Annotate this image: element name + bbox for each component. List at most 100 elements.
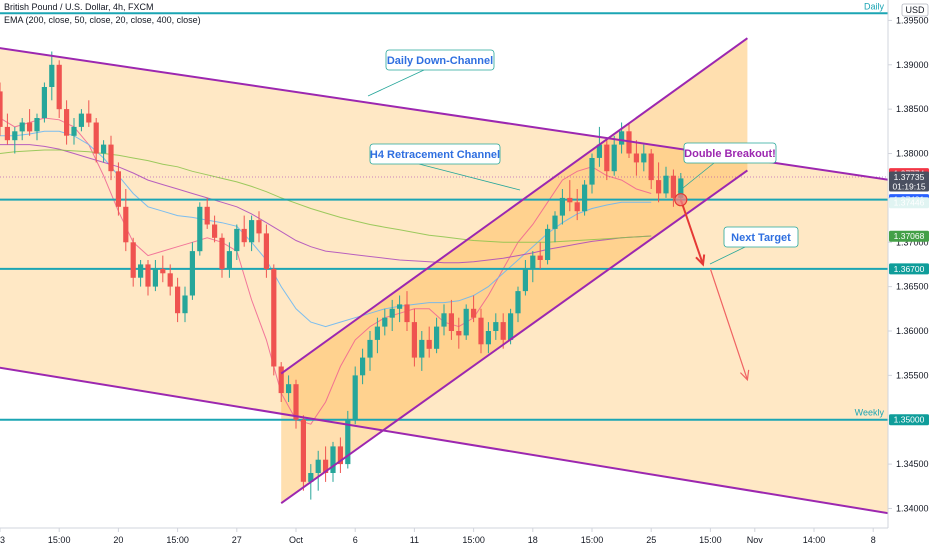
- candle: [212, 215, 218, 243]
- candle: [271, 264, 277, 376]
- candle-body: [596, 144, 602, 158]
- projection-arrows[interactable]: [674, 193, 750, 382]
- candle-body: [493, 322, 499, 331]
- candle-body: [485, 331, 491, 345]
- price-badge-1.37446[interactable]: 1.37446: [889, 197, 929, 209]
- candle: [656, 162, 662, 203]
- candle-body: [182, 295, 188, 314]
- candle-body: [360, 357, 366, 376]
- candle-body: [189, 251, 195, 296]
- candle: [515, 286, 521, 323]
- candle-body: [411, 322, 417, 358]
- price-badge-value: 1.36700: [894, 264, 925, 274]
- breakdown-arrow-head: [695, 254, 706, 267]
- candle-body: [574, 202, 580, 212]
- candle-body: [648, 153, 654, 181]
- indicator-legend[interactable]: EMA (200, close, 50, close, 20, close, 4…: [4, 15, 201, 25]
- price-tick-label: 1.35500: [896, 370, 929, 380]
- candle: [352, 366, 358, 425]
- candle-body: [626, 131, 632, 154]
- h4-channel-lower-line[interactable]: [280, 169, 748, 504]
- next-leg-arrow-head: [739, 369, 750, 382]
- time-tick-label: 18: [528, 535, 538, 545]
- time-tick-label: 14:00: [803, 535, 826, 545]
- candle-body: [64, 109, 70, 136]
- price-badge-bg: [889, 197, 929, 209]
- price-badge-1.36700[interactable]: 1.36700: [889, 263, 929, 275]
- candle-body: [19, 122, 25, 132]
- candle: [256, 211, 262, 243]
- candle: [138, 260, 144, 287]
- candle-body: [337, 446, 343, 465]
- annotations[interactable]: Daily Down-Channel H4 Retracement Channel…: [367, 49, 799, 265]
- candle: [101, 140, 107, 163]
- horizontal-levels[interactable]: Daily Weekly: [0, 1, 888, 421]
- candle-body: [101, 144, 107, 154]
- candle-body: [478, 317, 484, 345]
- symbol-title[interactable]: British Pound / U.S. Dollar, 4h, FXCM: [4, 2, 154, 12]
- price-badge-bg: [889, 171, 929, 192]
- candle-body: [263, 233, 269, 269]
- breakout-marker[interactable]: [674, 193, 688, 207]
- candle-body: [441, 313, 447, 327]
- callout-box: [369, 143, 501, 165]
- candle-body: [160, 268, 166, 274]
- time-tick-label: 15:00: [462, 535, 485, 545]
- callout-next-target[interactable]: Next Target: [709, 226, 799, 265]
- candle: [145, 260, 151, 296]
- channel-fills: [0, 38, 903, 516]
- candle: [64, 100, 70, 145]
- candle: [456, 317, 462, 349]
- candle-body: [293, 384, 299, 420]
- candle-body: [226, 251, 232, 269]
- callout-double-breakout[interactable]: Double Breakout!: [677, 142, 777, 193]
- candle: [204, 197, 210, 229]
- candle: [582, 180, 588, 216]
- candle: [545, 224, 551, 265]
- price-badge-1.35000[interactable]: 1.35000: [889, 414, 929, 426]
- callout-pointer: [418, 163, 521, 191]
- currency-button[interactable]: USD: [901, 3, 929, 17]
- candle: [4, 113, 10, 145]
- candle: [596, 126, 602, 167]
- candle-body: [212, 224, 218, 238]
- candle-body: [537, 255, 543, 260]
- candle-body: [641, 153, 647, 163]
- callout-text: Next Target: [731, 232, 791, 244]
- candle-body: [152, 268, 158, 287]
- candle-body: [434, 326, 440, 349]
- candle-body: [508, 313, 514, 340]
- h4-channel-upper-line[interactable]: [280, 37, 748, 375]
- price-badge-1.37068[interactable]: 1.37068: [889, 230, 929, 242]
- candle-body: [500, 322, 506, 340]
- candle: [604, 140, 610, 181]
- candle-body: [456, 331, 462, 336]
- price-badge-countdown: 01:19:15: [892, 182, 925, 192]
- callout-h4-retracement-channel[interactable]: H4 Retracement Channel: [369, 143, 521, 191]
- candle-body: [56, 64, 62, 110]
- candle-body: [108, 144, 114, 172]
- candle-body: [567, 197, 573, 203]
- candle-body: [471, 308, 477, 318]
- time-tick-label: 15:00: [48, 535, 71, 545]
- candle: [522, 260, 528, 296]
- candle: [663, 166, 669, 198]
- callout-daily-down-channel[interactable]: Daily Down-Channel: [367, 49, 495, 97]
- daily-channel-lower-line[interactable]: [0, 366, 903, 517]
- breakdown-arrow-shaft[interactable]: [679, 199, 704, 265]
- candle: [530, 251, 536, 283]
- candle-body: [611, 144, 617, 172]
- candle: [374, 317, 380, 354]
- candle-body: [71, 126, 77, 136]
- candle-body: [204, 206, 210, 225]
- candle: [330, 441, 336, 482]
- candle: [86, 100, 92, 127]
- candle-body: [426, 339, 432, 349]
- candle: [0, 82, 3, 136]
- next-leg-arrow-shaft[interactable]: [709, 268, 748, 380]
- candle: [189, 242, 195, 300]
- currency-box: [901, 3, 929, 17]
